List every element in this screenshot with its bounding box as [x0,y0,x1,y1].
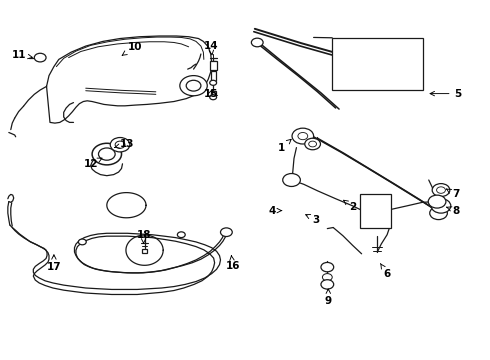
Text: 6: 6 [380,264,391,279]
Circle shape [210,95,217,100]
Text: 8: 8 [446,206,459,216]
Text: 10: 10 [122,42,142,55]
Circle shape [210,80,217,85]
Circle shape [437,187,445,193]
Text: 3: 3 [306,215,319,225]
Text: 12: 12 [83,158,102,169]
Circle shape [220,228,232,237]
Circle shape [432,184,450,197]
Bar [332,38,423,90]
Circle shape [34,53,46,62]
Text: 17: 17 [47,255,61,272]
Text: 9: 9 [325,289,332,306]
Circle shape [115,141,125,148]
Circle shape [177,232,185,238]
Circle shape [428,195,446,208]
Circle shape [251,38,263,47]
Text: 4: 4 [268,206,282,216]
Text: 5: 5 [430,89,462,99]
Circle shape [305,138,320,150]
Text: 14: 14 [203,41,218,55]
Circle shape [78,239,86,245]
Circle shape [283,174,300,186]
Circle shape [322,274,332,281]
Text: 18: 18 [136,230,151,243]
Bar [142,249,147,253]
Text: 16: 16 [225,256,240,271]
Circle shape [186,80,201,91]
Bar [210,61,217,70]
Circle shape [98,148,115,160]
Bar [211,71,216,81]
Text: 1: 1 [278,139,291,153]
Circle shape [430,207,447,220]
Circle shape [321,280,334,289]
Text: 15: 15 [203,89,218,99]
Circle shape [431,199,451,213]
Circle shape [92,143,122,165]
Circle shape [180,76,207,96]
Text: 11: 11 [11,50,32,60]
Bar [211,91,216,95]
Circle shape [309,141,317,147]
Circle shape [298,132,308,140]
Bar [360,194,391,228]
Text: 2: 2 [343,200,356,212]
Circle shape [110,138,130,152]
Text: 7: 7 [446,189,460,199]
Circle shape [292,128,314,144]
Text: 13: 13 [115,139,135,149]
Circle shape [321,262,334,272]
